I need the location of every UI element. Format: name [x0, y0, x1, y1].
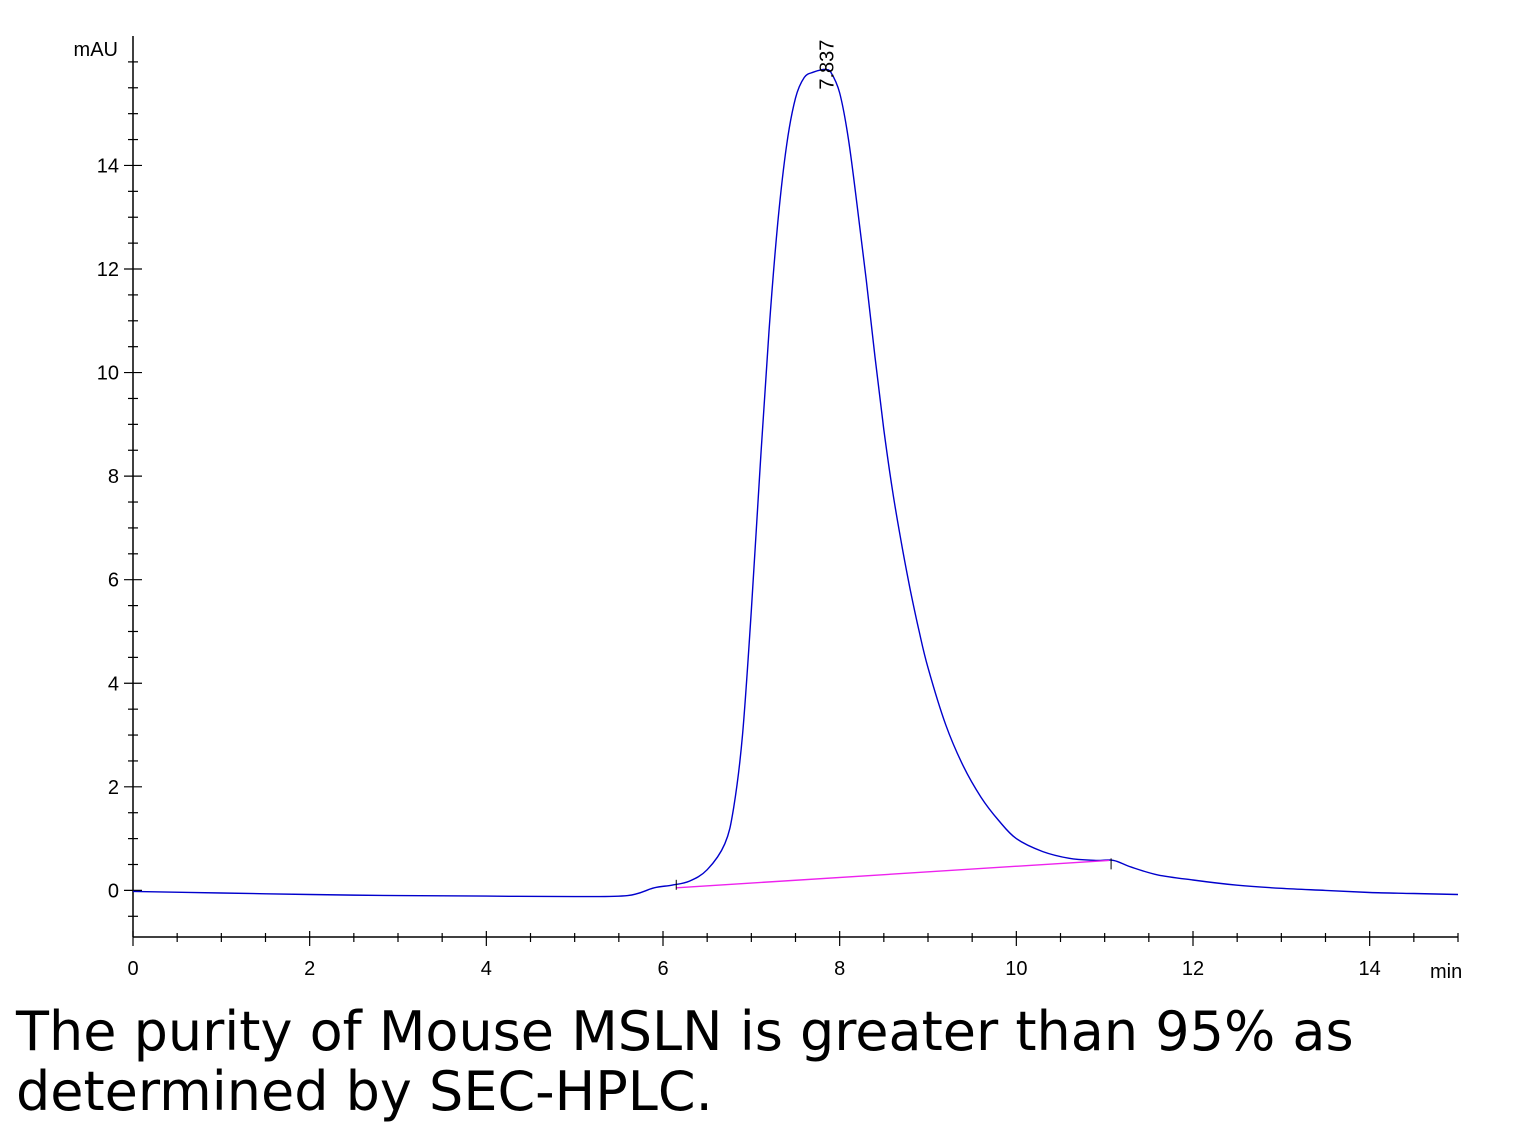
caption: The purity of Mouse MSLN is greater than… [16, 1002, 1516, 1122]
x-tick-label: 14 [1359, 958, 1381, 980]
x-tick-label: 12 [1182, 958, 1204, 980]
axes [132, 36, 1458, 938]
x-tick-label: 2 [304, 958, 315, 980]
tick-marks [124, 61, 1459, 946]
y-tick-label: 12 [97, 259, 119, 281]
annotations: 7.837 [816, 40, 838, 90]
x-tick-label: 10 [1005, 958, 1027, 980]
y-tick-label: 14 [97, 155, 119, 177]
y-tick-label: 10 [97, 363, 119, 385]
series-line-baseline [676, 859, 1110, 889]
y-tick-label: 2 [108, 777, 119, 799]
x-axis-unit-label: min [1430, 961, 1462, 983]
x-tick-label: 0 [127, 958, 138, 980]
y-axis-unit-label: mAU [74, 39, 118, 61]
peak-label: 7.837 [816, 40, 838, 90]
x-tick-label: 6 [657, 958, 668, 980]
tick-labels: 0 2 4 6 8 10 12 14 0 2 4 6 8 10 12 14 [97, 155, 1381, 980]
y-tick-label: 4 [108, 673, 119, 695]
caption-line-1: The purity of Mouse MSLN is greater than… [16, 1000, 1354, 1063]
series-line-signal [132, 68, 1459, 898]
x-tick-label: 4 [481, 958, 492, 980]
y-tick-label: 8 [108, 466, 119, 488]
x-tick-label: 8 [834, 958, 845, 980]
series-group [132, 68, 1459, 898]
caption-line-2: determined by SEC-HPLC. [16, 1060, 713, 1123]
y-tick-label: 0 [108, 880, 119, 902]
y-tick-label: 6 [108, 570, 119, 592]
chromatogram-chart: 0 2 4 6 8 10 12 14 0 2 4 6 8 10 12 14 mAU min 7.837 [74, 36, 1462, 983]
